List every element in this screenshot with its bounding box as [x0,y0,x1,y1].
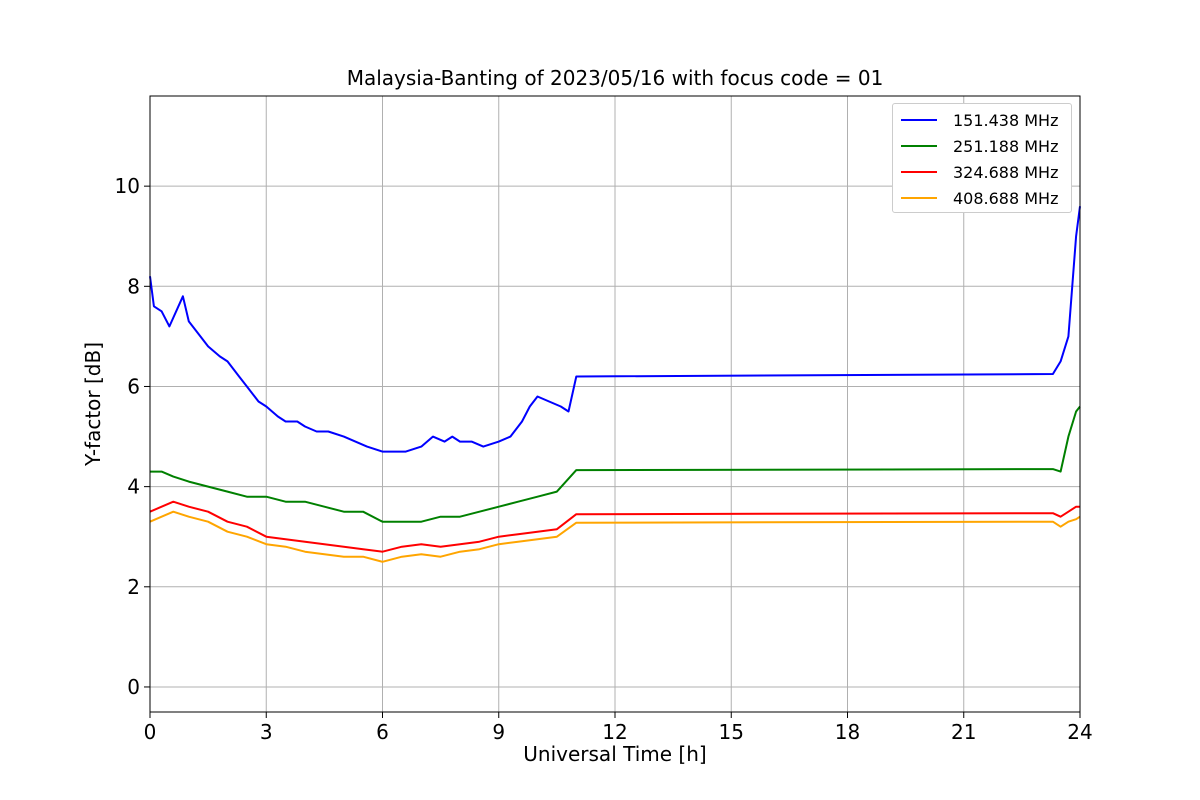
legend-label-series-4: 408.688 MHz [953,188,1059,208]
y-tick-label: 4 [127,475,140,499]
legend-label-series-1: 151.438 MHz [953,110,1059,130]
legend-item-series-2: 251.188 MHz [901,136,1058,156]
legend-swatch-series-2 [901,145,937,147]
legend-label-series-3: 324.688 MHz [953,162,1059,182]
x-tick-label: 3 [260,720,273,744]
grid-layer [149,96,1081,712]
legend-swatch-series-3 [901,171,937,173]
y-tick-label: 6 [127,374,140,398]
x-tick-label: 24 [1067,720,1092,744]
series-line-2 [150,405,1081,523]
legend: 151.438 MHz 251.188 MHz 324.688 MHz 408.… [892,103,1072,213]
series-line-1 [149,206,1081,453]
legend-item-series-1: 151.438 MHz [901,110,1058,130]
legend-item-series-3: 324.688 MHz [901,162,1058,182]
legend-swatch-series-1 [901,119,937,121]
chart-title: Malaysia-Banting of 2023/05/16 with focu… [346,66,884,90]
x-axis-label: Universal Time [h] [523,742,707,766]
x-tick-label: 9 [492,720,505,744]
x-tick-label: 6 [376,720,389,744]
x-tick-label: 0 [144,720,157,744]
series-line-4 [149,510,1081,563]
legend-item-series-4: 408.688 MHz [901,188,1058,208]
y-tick-label: 2 [127,575,140,599]
y-tick-label: 8 [127,274,140,298]
series-line-3 [149,500,1080,553]
legend-swatch-series-4 [901,197,937,199]
series-layer [149,206,1081,563]
x-tick-label: 15 [719,720,744,744]
y-tick-label: 0 [127,675,140,699]
x-tick-label: 12 [602,720,627,744]
y-axis-label: Y-factor [dB] [81,341,105,467]
legend-label-series-2: 251.188 MHz [953,136,1059,156]
y-tick-label: 10 [115,174,140,198]
x-tick-label: 18 [835,720,860,744]
x-tick-label: 21 [951,720,976,744]
